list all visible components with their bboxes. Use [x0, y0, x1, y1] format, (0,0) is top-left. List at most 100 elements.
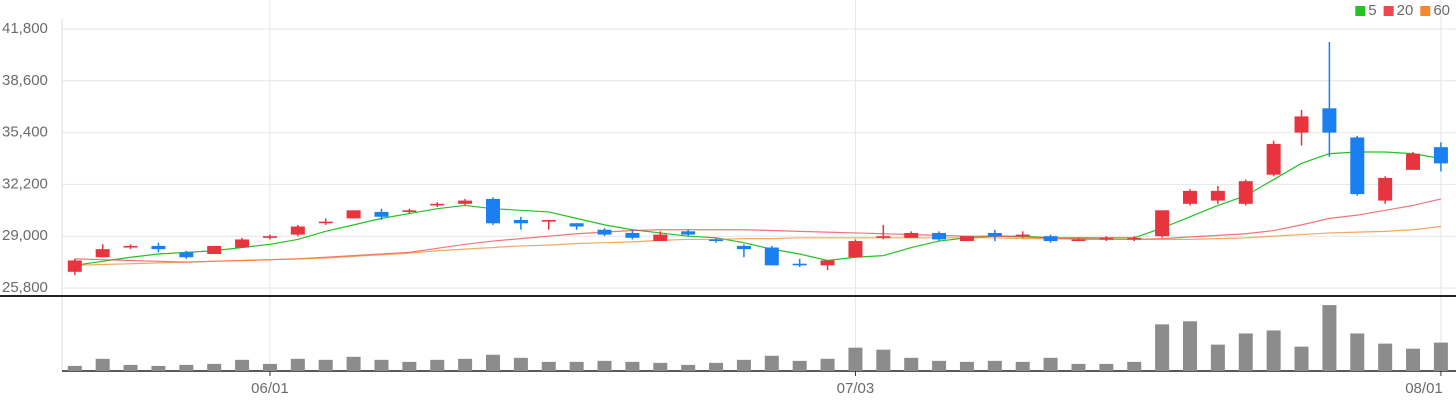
volume-bar: [820, 358, 835, 371]
candle-body: [709, 239, 724, 242]
x-tick-label: 06/01: [251, 380, 289, 397]
candle-body: [932, 232, 947, 240]
candle-body: [67, 260, 82, 272]
candle-body: [179, 252, 194, 258]
volume-bar: [1183, 321, 1197, 371]
candle-body: [1406, 153, 1421, 170]
candle-body: [1433, 147, 1448, 164]
candle-body: [123, 245, 138, 248]
candle-body: [1155, 210, 1170, 237]
volume-bar: [681, 364, 696, 371]
candle-body: [736, 245, 751, 250]
candle-body: [262, 236, 277, 238]
volume-bar: [95, 358, 110, 371]
volume-bar: [597, 360, 612, 371]
volume-bar: [541, 361, 556, 371]
volume-bar: [932, 360, 947, 371]
candle-body: [848, 241, 863, 258]
candle-body: [1015, 234, 1030, 237]
volume-bar: [151, 365, 166, 371]
candle-body: [207, 245, 222, 255]
candle-body: [653, 234, 668, 242]
candle-body: [1127, 237, 1142, 240]
legend-label: 5: [1368, 2, 1376, 19]
volume-bar: [318, 359, 333, 371]
candle-body: [904, 232, 919, 238]
moving-average-line: [74, 151, 1442, 266]
candle-body: [597, 229, 612, 235]
volume-bar: [792, 360, 807, 371]
legend-swatch: [1420, 6, 1431, 16]
volume-bar: [346, 356, 361, 371]
candle-body: [1266, 143, 1281, 175]
candle-body: [346, 210, 361, 219]
volume-bar: [987, 360, 1002, 371]
volume-bar: [458, 358, 473, 371]
volume-bar: [1322, 305, 1337, 371]
legend-label: 20: [1397, 2, 1414, 19]
candle-body: [764, 247, 779, 266]
volume-bar: [262, 363, 277, 371]
volume-bar: [1266, 330, 1281, 371]
volume-bar: [904, 357, 919, 371]
candle-body: [486, 198, 500, 224]
candle-body: [792, 263, 807, 266]
volume-bar: [709, 362, 724, 371]
volume-bar: [67, 365, 82, 371]
volume-bar: [569, 361, 584, 371]
volume-bar: [1015, 361, 1030, 371]
candle-body: [959, 236, 974, 242]
candle-body: [1322, 108, 1337, 133]
candle-body: [1183, 190, 1197, 204]
volume-bar: [179, 364, 194, 371]
candle-body: [1238, 181, 1253, 204]
candle-body: [235, 239, 250, 248]
volume-bar: [1294, 346, 1309, 371]
candle-body: [987, 232, 1002, 237]
candle-body: [1071, 239, 1086, 242]
volume-bar: [207, 363, 222, 371]
volume-bar: [374, 359, 389, 371]
volume-bar: [1071, 363, 1086, 371]
candle-body: [876, 236, 891, 238]
candle-body: [681, 231, 696, 235]
legend-swatch: [1383, 6, 1394, 16]
volume-bar: [1127, 361, 1142, 371]
volume-bar: [513, 357, 528, 371]
moving-average-line: [74, 198, 1442, 263]
candle-body: [625, 232, 640, 238]
candle-body: [1043, 236, 1058, 242]
candle-body: [430, 203, 445, 206]
volume-bar: [848, 347, 863, 371]
volume-bar: [1238, 333, 1253, 371]
volume-bar: [1350, 333, 1365, 371]
volume-bar: [1099, 363, 1114, 371]
volume-bar: [430, 359, 445, 371]
volume-bar: [123, 364, 138, 371]
volume-bar: [1406, 348, 1421, 371]
legend-label: 60: [1433, 2, 1450, 19]
volume-bar: [290, 358, 305, 371]
volume-bar: [1210, 344, 1225, 371]
y-tick-label: 29,000: [2, 227, 48, 244]
volume-bar: [1155, 324, 1170, 371]
candle-body: [1350, 137, 1365, 195]
candle-body: [569, 223, 584, 227]
candle-body: [458, 200, 473, 204]
candle-body: [374, 211, 389, 217]
x-tick-label: 08/01: [1405, 380, 1443, 397]
volume-bar: [1378, 343, 1393, 371]
candle-body: [151, 245, 166, 250]
volume-bar: [235, 359, 250, 371]
volume-bar: [876, 349, 891, 371]
candle-body: [820, 260, 835, 266]
y-tick-label: 41,800: [2, 20, 48, 37]
x-tick-label: 07/03: [837, 380, 875, 397]
volume-bar: [1433, 342, 1448, 371]
y-tick-label: 35,400: [2, 124, 48, 141]
candle-body: [541, 220, 556, 222]
y-tick-label: 25,800: [2, 279, 48, 296]
candle-body: [402, 210, 417, 212]
candle-body: [1378, 177, 1393, 201]
